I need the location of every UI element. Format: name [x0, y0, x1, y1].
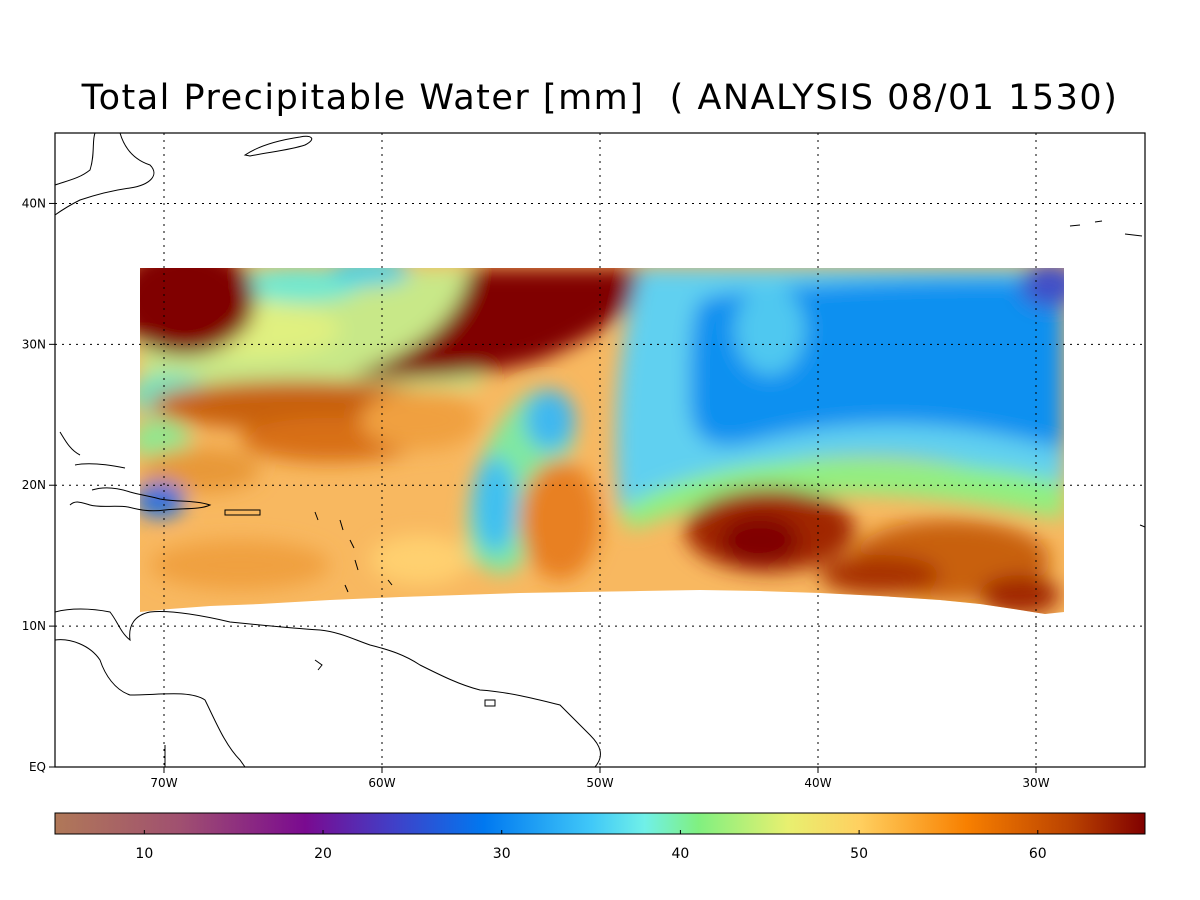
latitude-ticks: EQ 10N 20N 30N 40N — [22, 196, 55, 774]
lon-tick-label: 60W — [368, 776, 395, 790]
colorbar-tick-label: 20 — [314, 846, 332, 862]
colorbar — [54, 812, 1146, 835]
lon-tick-label: 50W — [586, 776, 613, 790]
colorbar-tick-label: 30 — [493, 846, 511, 862]
tpw-field — [140, 268, 1064, 614]
colorbar-tick-label: 10 — [135, 846, 153, 862]
colorbar-tick-label: 40 — [671, 846, 689, 862]
lon-tick-label: 30W — [1022, 776, 1049, 790]
lon-tick-label: 70W — [150, 776, 177, 790]
graticule — [55, 133, 1145, 767]
lat-tick-label: 10N — [22, 619, 46, 633]
coastlines — [55, 133, 1145, 767]
lat-tick-label: 20N — [22, 478, 46, 492]
colorbar-tick-label: 60 — [1029, 846, 1047, 862]
lat-tick-label: 40N — [22, 196, 46, 210]
lat-tick-label: EQ — [29, 760, 46, 774]
lat-tick-label: 30N — [22, 337, 46, 351]
lon-tick-label: 40W — [804, 776, 831, 790]
map-title: Total Precipitable Water [mm] ( ANALYSIS… — [81, 78, 1119, 118]
colorbar-ticks: 10 20 30 40 50 60 — [135, 830, 1047, 862]
colorbar-tick-label: 50 — [850, 846, 868, 862]
longitude-ticks: 70W 60W 50W 40W 30W — [150, 767, 1050, 790]
